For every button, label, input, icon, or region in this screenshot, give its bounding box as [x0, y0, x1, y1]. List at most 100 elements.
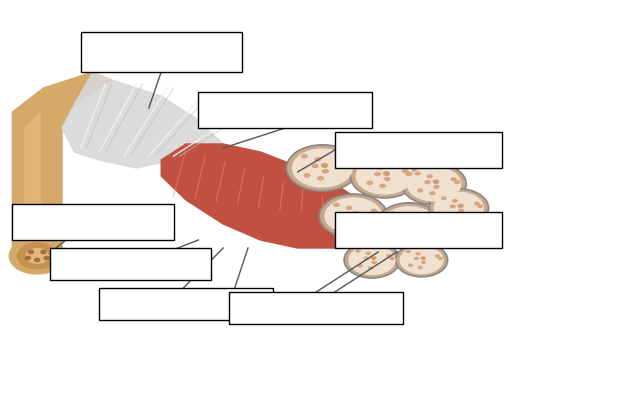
Bar — [12, 204, 174, 240]
Circle shape — [303, 173, 311, 178]
Circle shape — [368, 266, 373, 270]
Circle shape — [426, 217, 432, 221]
Circle shape — [35, 258, 40, 262]
Circle shape — [348, 224, 355, 228]
Circle shape — [343, 212, 350, 216]
Circle shape — [335, 221, 342, 225]
Circle shape — [383, 172, 390, 176]
Circle shape — [17, 243, 57, 269]
Circle shape — [379, 184, 386, 188]
Circle shape — [409, 225, 415, 229]
Circle shape — [386, 254, 392, 258]
Circle shape — [364, 256, 370, 260]
Circle shape — [414, 257, 419, 260]
Circle shape — [319, 194, 388, 238]
Circle shape — [420, 256, 426, 260]
Circle shape — [371, 256, 376, 260]
Circle shape — [374, 212, 381, 216]
Circle shape — [350, 154, 418, 198]
Circle shape — [44, 256, 49, 260]
Circle shape — [443, 212, 449, 216]
Circle shape — [333, 203, 340, 207]
Circle shape — [348, 245, 396, 275]
Circle shape — [355, 157, 414, 195]
Circle shape — [324, 197, 383, 235]
Circle shape — [355, 249, 361, 253]
Circle shape — [312, 164, 319, 168]
Circle shape — [402, 214, 408, 218]
Circle shape — [344, 242, 400, 278]
Circle shape — [374, 172, 381, 176]
Circle shape — [301, 154, 308, 158]
Circle shape — [421, 257, 426, 260]
Circle shape — [353, 217, 360, 221]
Circle shape — [396, 243, 448, 277]
Circle shape — [376, 203, 442, 245]
Circle shape — [9, 238, 65, 274]
Circle shape — [430, 220, 436, 224]
Circle shape — [321, 163, 328, 168]
Circle shape — [41, 250, 46, 254]
Bar — [99, 288, 273, 320]
Circle shape — [454, 215, 460, 218]
Circle shape — [458, 204, 464, 208]
Bar — [198, 92, 372, 128]
Circle shape — [399, 246, 444, 274]
Circle shape — [408, 220, 415, 224]
Circle shape — [441, 196, 447, 200]
Circle shape — [415, 172, 421, 176]
Circle shape — [438, 257, 443, 260]
Circle shape — [292, 148, 353, 188]
Ellipse shape — [441, 217, 452, 230]
Circle shape — [371, 256, 376, 260]
Circle shape — [418, 266, 423, 269]
Circle shape — [376, 166, 383, 170]
Circle shape — [286, 145, 358, 191]
Circle shape — [477, 204, 483, 208]
Circle shape — [25, 256, 30, 260]
Circle shape — [364, 163, 371, 167]
Circle shape — [392, 228, 399, 233]
Circle shape — [433, 192, 484, 224]
Circle shape — [417, 188, 423, 193]
Bar — [335, 212, 502, 248]
Circle shape — [345, 164, 352, 168]
Bar — [335, 132, 502, 168]
Circle shape — [454, 180, 461, 184]
Circle shape — [340, 160, 348, 165]
Circle shape — [389, 256, 395, 260]
Polygon shape — [62, 72, 223, 168]
Circle shape — [317, 176, 324, 181]
Bar — [50, 248, 211, 280]
Circle shape — [421, 261, 427, 264]
Circle shape — [429, 191, 436, 195]
Circle shape — [314, 157, 321, 162]
Circle shape — [429, 189, 489, 227]
Circle shape — [404, 231, 411, 236]
Circle shape — [371, 261, 377, 264]
FancyBboxPatch shape — [369, 215, 450, 232]
Circle shape — [406, 250, 411, 253]
Circle shape — [402, 169, 409, 173]
Circle shape — [371, 209, 378, 213]
Circle shape — [433, 179, 439, 184]
Circle shape — [383, 171, 390, 176]
Polygon shape — [25, 112, 40, 248]
Bar — [81, 32, 242, 72]
Circle shape — [366, 252, 371, 255]
Circle shape — [433, 185, 440, 189]
Circle shape — [26, 249, 48, 263]
Circle shape — [352, 211, 359, 216]
Circle shape — [435, 254, 440, 258]
Circle shape — [399, 220, 406, 224]
Circle shape — [452, 199, 458, 203]
Circle shape — [407, 166, 461, 202]
Circle shape — [366, 181, 373, 185]
Circle shape — [352, 212, 359, 216]
Circle shape — [321, 164, 329, 168]
Circle shape — [474, 202, 480, 206]
Circle shape — [357, 264, 363, 268]
Circle shape — [384, 177, 391, 181]
Circle shape — [345, 206, 352, 210]
Circle shape — [402, 163, 466, 205]
